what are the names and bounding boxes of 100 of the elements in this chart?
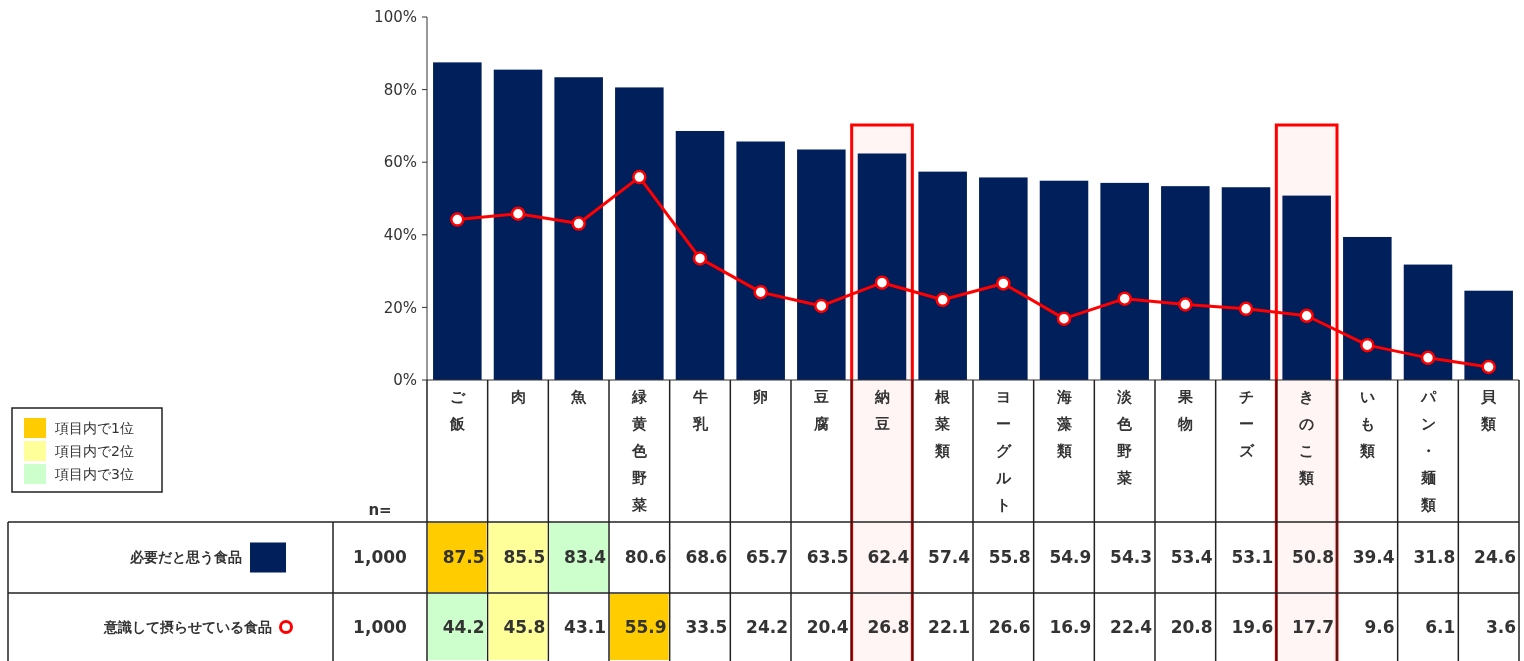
data-label: 65.7 (746, 547, 788, 568)
x-tick-label: ヨーグルト (994, 388, 1012, 514)
y-tick-label: 0% (393, 371, 417, 390)
data-label: 24.2 (746, 616, 788, 637)
bar (918, 171, 967, 380)
y-tick-label: 40% (383, 226, 417, 245)
point (1360, 337, 1375, 353)
x-tick-label: 納豆 (873, 388, 890, 433)
point (996, 276, 1011, 291)
text: 1,000 (353, 547, 408, 568)
data-label: 43.1 (564, 616, 606, 637)
data-label: 44.2 (442, 616, 485, 637)
data-label: 68.6 (685, 547, 728, 568)
data-label: 57.4 (928, 547, 971, 568)
data-label: 87.5 (442, 547, 485, 568)
y-tick-label: 20% (383, 298, 417, 317)
data-label: 9.6 (1364, 616, 1395, 637)
x-tick-label: 根菜類 (934, 388, 952, 460)
bar (1161, 186, 1210, 380)
x-tick-label: ご飯 (448, 388, 466, 433)
x-tick-label: 豆腐 (812, 388, 829, 433)
point (571, 216, 586, 231)
x-tick-label: 魚 (570, 388, 588, 406)
text: n= (368, 501, 392, 519)
data-label: 39.4 (1352, 547, 1395, 568)
bar (433, 62, 482, 380)
data-label: 6.1 (1425, 616, 1456, 637)
legend-label: 必要だと思う食品 (129, 549, 242, 567)
bar (1221, 187, 1271, 380)
point (1117, 291, 1132, 306)
data-label: 85.5 (503, 547, 546, 568)
point (935, 292, 950, 308)
bar (554, 77, 603, 380)
data-label: 53.4 (1170, 547, 1213, 568)
x-tick-label: 牛乳 (691, 388, 709, 433)
bar (675, 130, 725, 380)
point (1238, 301, 1254, 317)
x-tick-label: 果物 (1176, 388, 1194, 433)
bar (736, 141, 785, 380)
data-label: 45.8 (503, 616, 546, 637)
bar (1039, 180, 1089, 380)
data-label: 54.9 (1049, 547, 1092, 568)
data-label: 22.4 (1110, 616, 1153, 637)
point (814, 298, 829, 314)
bar (797, 149, 846, 380)
bar (493, 69, 543, 380)
text: 項目内で1位 (54, 419, 134, 436)
data-label: 17.7 (1292, 616, 1334, 637)
point (692, 251, 708, 266)
x-tick-label: 海藻類 (1055, 388, 1072, 460)
data-label: 26.8 (867, 616, 910, 637)
y-tick-label: 80% (383, 80, 417, 99)
bar (1403, 264, 1453, 380)
x-tick-label: きのこ類 (1298, 388, 1315, 487)
text: 項目内で2位 (54, 442, 134, 459)
bar (979, 177, 1028, 380)
data-label: 33.5 (685, 616, 728, 637)
text: 1,000 (353, 616, 408, 637)
point (874, 275, 890, 290)
data-label: 16.9 (1049, 616, 1092, 637)
bar (1282, 195, 1331, 380)
data-label: 55.9 (624, 616, 667, 637)
text: 項目内で3位 (54, 465, 134, 482)
point (450, 212, 465, 227)
data-label: 20.4 (806, 616, 849, 637)
data-label: 55.8 (988, 547, 1031, 568)
x-tick-label: 貝類 (1480, 388, 1498, 433)
data-label: 80.6 (624, 547, 667, 568)
x-tick-label: パン・麺類 (1419, 388, 1437, 514)
data-label: 53.1 (1231, 547, 1274, 568)
data-label: 54.3 (1110, 547, 1152, 568)
x-tick-label: いも類 (1358, 388, 1375, 460)
x-tick-label: チーズ (1238, 388, 1255, 460)
data-label: 20.8 (1170, 616, 1213, 637)
data-label: 22.1 (928, 616, 970, 637)
point (753, 284, 768, 300)
y-tick-label: 100% (374, 8, 417, 27)
point (1056, 311, 1072, 326)
data-label: 26.6 (988, 616, 1031, 637)
bar (1100, 182, 1149, 380)
point (510, 206, 526, 221)
x-tick-label: 淡色野菜 (1116, 388, 1134, 487)
data-label: 19.6 (1231, 616, 1274, 637)
bar (1464, 290, 1513, 380)
bar (615, 87, 664, 380)
y-tick-label: 60% (383, 153, 417, 172)
x-tick-label: 卵 (752, 388, 769, 406)
data-label: 3.6 (1485, 616, 1516, 637)
legend-label: 意識して摂らせている食品 (103, 618, 272, 635)
bar (1343, 236, 1392, 380)
data-label: 24.6 (1474, 547, 1516, 568)
data-label: 62.4 (867, 547, 910, 568)
point (632, 169, 647, 185)
point (1481, 359, 1496, 375)
x-tick-label: 肉 (510, 388, 526, 406)
point (1420, 350, 1436, 366)
data-label: 63.5 (806, 547, 849, 568)
point (1299, 308, 1314, 323)
data-label: 50.8 (1292, 547, 1334, 568)
point (1178, 297, 1193, 312)
